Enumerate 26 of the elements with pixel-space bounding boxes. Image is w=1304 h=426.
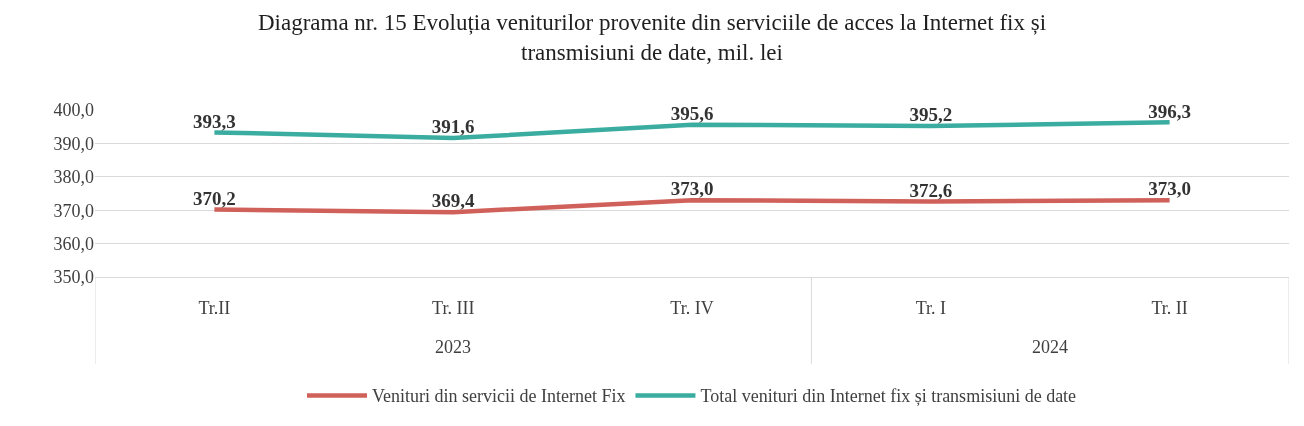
y-tick-label: 400,0: [53, 100, 94, 121]
chart-title: Diagrama nr. 15 Evoluția veniturilor provenite din serviciile de acces la Internet fix și transmisiuni de date, mil. lei: [257, 9, 1047, 65]
y-tick-label: 360,0: [53, 233, 94, 254]
text: 2023: [435, 337, 471, 357]
data-label: 373,0: [1148, 178, 1191, 200]
x-tick-label: Tr. IV: [670, 297, 714, 318]
x-tick-label: Tr. II: [1151, 297, 1188, 318]
data-label: 395,2: [909, 104, 953, 126]
y-tick-label: 370,0: [53, 200, 94, 221]
x-tick-label: Tr. I: [915, 297, 946, 318]
data-label: 396,3: [1148, 100, 1191, 122]
data-label: 370,2: [193, 187, 236, 209]
legend-label: Total venituri din Internet fix și transmisiuni de date: [700, 386, 1077, 407]
text: 2024: [1032, 337, 1068, 357]
data-label: 393,3: [193, 110, 236, 132]
y-tick-label: 380,0: [53, 167, 94, 188]
data-label: 395,6: [670, 102, 714, 124]
y-tick-label: 390,0: [53, 133, 94, 154]
legend-label: Venituri din servicii de Internet Fix: [372, 386, 626, 407]
y-tick-label: 350,0: [53, 267, 94, 288]
x-tick-label: Tr.II: [198, 297, 231, 318]
data-label: 372,6: [909, 179, 953, 201]
x-tick-label: Tr. III: [432, 297, 475, 318]
data-label: 391,6: [431, 116, 475, 138]
data-label: 373,0: [670, 178, 714, 200]
data-label: 369,4: [431, 190, 476, 212]
